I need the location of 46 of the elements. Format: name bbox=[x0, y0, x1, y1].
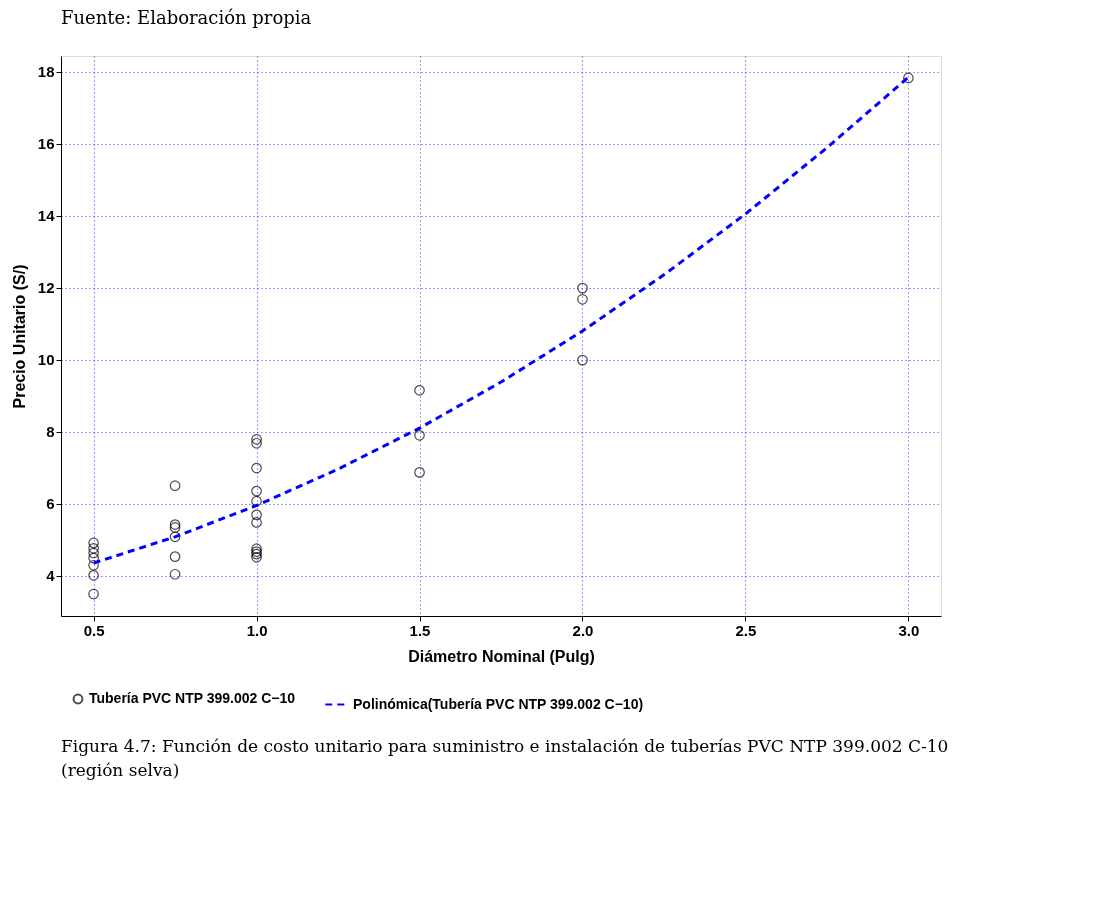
source-note: Fuente: Elaboración propia bbox=[61, 7, 312, 28]
x-tick-label: 0.5 bbox=[83, 621, 105, 639]
point bbox=[251, 509, 262, 521]
y-tick-label: 8 bbox=[46, 423, 55, 441]
point bbox=[88, 552, 99, 564]
point bbox=[251, 495, 262, 507]
point bbox=[414, 467, 425, 478]
point bbox=[414, 430, 425, 441]
y-tick-label: 10 bbox=[37, 351, 55, 369]
x-tick-label: 1.0 bbox=[246, 621, 268, 639]
point bbox=[577, 293, 588, 305]
y-tick-label: 6 bbox=[46, 495, 55, 513]
point bbox=[169, 568, 181, 580]
point bbox=[251, 517, 262, 528]
legend-label: Tubería PVC NTP 399.002 C−10 bbox=[89, 690, 296, 706]
y-tick-label: 4 bbox=[46, 567, 56, 585]
point bbox=[251, 433, 262, 445]
x-axis-title: Diámetro Nominal (Pulg) bbox=[408, 647, 595, 665]
point bbox=[903, 72, 914, 84]
point bbox=[251, 462, 262, 474]
point bbox=[169, 531, 181, 543]
x-tick-label: 3.0 bbox=[898, 621, 920, 639]
point bbox=[251, 485, 262, 497]
point bbox=[88, 559, 99, 571]
x-tick-label: 1.5 bbox=[409, 621, 431, 639]
point bbox=[251, 552, 262, 563]
point bbox=[88, 570, 99, 581]
point bbox=[577, 354, 588, 366]
x-tick-label: 2.5 bbox=[735, 621, 757, 639]
legend-label: Polinómica(Tubería PVC NTP 399.002 C−10) bbox=[353, 695, 644, 712]
point bbox=[577, 282, 588, 294]
y-axis-title: Precio Unitario (S/) bbox=[10, 264, 28, 409]
point bbox=[414, 385, 425, 396]
text: Figura 4.7: Función de costo unitario para suministro e instalación de tuberías PVC NTP 399.002 C-10 (región selva) bbox=[61, 736, 949, 780]
point bbox=[88, 547, 99, 559]
point bbox=[169, 551, 181, 562]
x-tick-label: 2.0 bbox=[572, 621, 594, 639]
y-tick-label: 12 bbox=[37, 279, 55, 297]
y-tick-label: 14 bbox=[37, 207, 56, 225]
point bbox=[88, 537, 99, 549]
point bbox=[88, 588, 99, 600]
point bbox=[251, 437, 262, 449]
y-tick-label: 18 bbox=[37, 63, 55, 81]
y-tick-label: 16 bbox=[37, 135, 55, 153]
point bbox=[169, 480, 181, 492]
point bbox=[88, 543, 99, 554]
